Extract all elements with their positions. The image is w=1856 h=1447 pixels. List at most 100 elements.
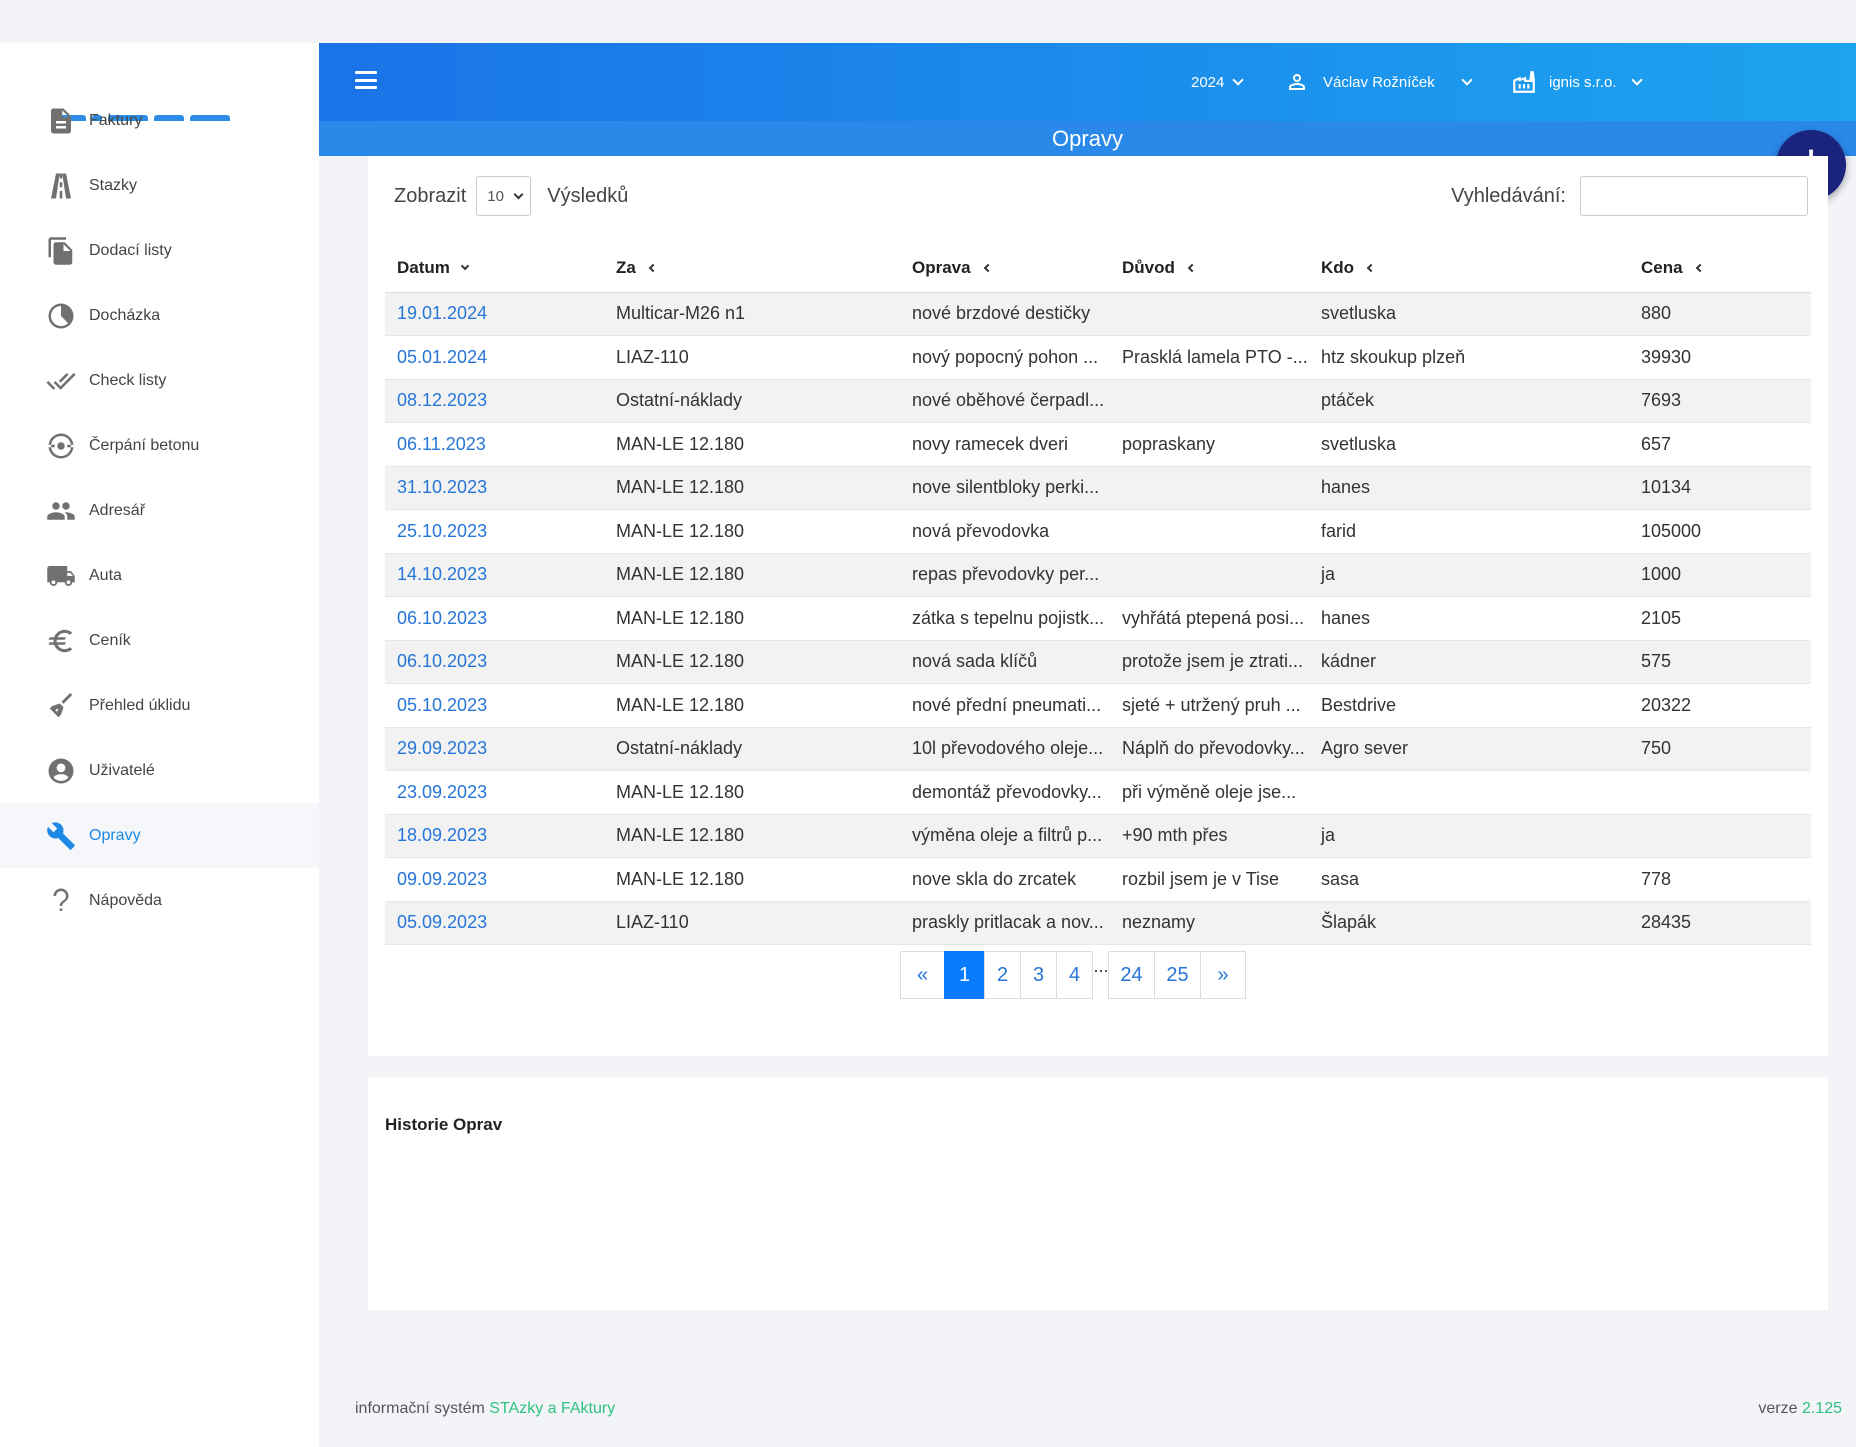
pagination-next-button[interactable]: » (1200, 951, 1246, 999)
repairs-table: Datum Za Oprava Důvod Kdo Cena 19.01.202… (385, 244, 1811, 945)
cell-duvod (1110, 509, 1309, 554)
pagination-page-button[interactable]: 4 (1056, 951, 1093, 999)
table-row[interactable]: 29.09.2023 Ostatní-náklady 10l převodového… (385, 727, 1811, 771)
sidebar-item-auta[interactable]: Auta (0, 543, 319, 608)
table-row[interactable]: 06.10.2023 MAN-LE 12.180 nová sada klíčů pr… (385, 640, 1811, 684)
page-size-select[interactable]: 10 (476, 176, 532, 216)
sidebar-item-label: Docházka (89, 306, 161, 324)
footer-app-name[interactable]: STAzky a FAktury (489, 1400, 616, 1417)
sidebar-item-napoveda[interactable]: Nápověda (0, 868, 319, 933)
cell-kdo: svetluska (1309, 422, 1629, 467)
cell-kdo: Bestdrive (1309, 683, 1629, 728)
column-header-datum[interactable]: Datum (385, 244, 604, 293)
table-row[interactable]: 05.01.2024 LIAZ-110 nový popocný pohon ...… (385, 335, 1811, 380)
sidebar-item-label: Přehled úklidu (89, 696, 191, 714)
column-header-duvod[interactable]: Důvod (1110, 244, 1309, 293)
menu-icon[interactable] (355, 71, 377, 89)
cell-cena: 657 (1629, 422, 1811, 467)
table-row[interactable]: 06.10.2023 MAN-LE 12.180 zátka s tepelnu p… (385, 596, 1811, 641)
cell-datum[interactable]: 08.12.2023 (385, 379, 604, 423)
table-row[interactable]: 19.01.2024 Multicar-M26 n1 nové brzdové de… (385, 292, 1811, 336)
column-header-cena[interactable]: Cena (1629, 244, 1811, 293)
pagination-page-button[interactable]: 1 (944, 951, 985, 999)
cell-datum[interactable]: 06.11.2023 (385, 422, 604, 467)
table-row[interactable]: 08.12.2023 Ostatní-náklady nové oběhové če… (385, 379, 1811, 423)
sidebar-item-adresar[interactable]: Adresář (0, 478, 319, 543)
table-row[interactable]: 05.09.2023 LIAZ-110 praskly pritlacak a no… (385, 901, 1811, 945)
cell-duvod: +90 mth přes (1110, 814, 1309, 858)
search-input[interactable] (1580, 176, 1808, 216)
sidebar-item-uzivatele[interactable]: Uživatelé (0, 738, 319, 803)
cell-duvod: Náplň do převodovky... (1110, 727, 1309, 771)
cell-datum[interactable]: 09.09.2023 (385, 857, 604, 902)
company-name: ignis s.r.o. (1549, 73, 1617, 91)
cell-kdo: sasa (1309, 857, 1629, 902)
user-menu[interactable]: Václav Rožníček (1285, 43, 1473, 121)
cell-datum[interactable]: 05.01.2024 (385, 335, 604, 380)
cell-duvod: neznamy (1110, 901, 1309, 945)
chevron-down-icon (1630, 73, 1643, 86)
sidebar-item-faktury[interactable]: Faktury (0, 88, 319, 153)
column-header-kdo[interactable]: Kdo (1309, 244, 1629, 293)
year-selector[interactable]: 2024 (1191, 43, 1245, 121)
table-row[interactable]: 05.10.2023 MAN-LE 12.180 nové přední pneum… (385, 683, 1811, 728)
footer-prefix: informační systém (355, 1400, 490, 1417)
page-size-value: 10 (487, 187, 504, 205)
cell-oprava: nová sada klíčů (900, 640, 1110, 684)
cell-duvod: popraskany (1110, 422, 1309, 467)
table-row[interactable]: 25.10.2023 MAN-LE 12.180 nová převodovka fa… (385, 509, 1811, 554)
sidebar-item-prehled-uklidu[interactable]: Přehled úklidu (0, 673, 319, 738)
cell-datum[interactable]: 19.01.2024 (385, 292, 604, 336)
cell-datum[interactable]: 18.09.2023 (385, 814, 604, 858)
cell-datum[interactable]: 29.09.2023 (385, 727, 604, 771)
pagination-page-button[interactable]: 2 (984, 951, 1021, 999)
cell-cena: 2105 (1629, 596, 1811, 641)
sort-icon (983, 264, 992, 273)
sidebar-item-dochazka[interactable]: Docházka (0, 283, 319, 348)
cell-datum[interactable]: 14.10.2023 (385, 553, 604, 597)
sidebar-item-dodaci-listy[interactable]: Dodací listy (0, 218, 319, 283)
pagination-page-button[interactable]: 3 (1020, 951, 1057, 999)
cell-za: MAN-LE 12.180 (604, 640, 900, 684)
cell-cena (1629, 770, 1811, 815)
column-header-za[interactable]: Za (604, 244, 900, 293)
pagination-page-button[interactable]: 24 (1108, 951, 1155, 999)
cell-kdo: ptáček (1309, 379, 1629, 423)
table-row[interactable]: 09.09.2023 MAN-LE 12.180 nove skla do zrca… (385, 857, 1811, 902)
pagination-prev-button[interactable]: « (900, 951, 945, 999)
cell-cena: 39930 (1629, 335, 1811, 380)
table-row[interactable]: 18.09.2023 MAN-LE 12.180 výměna oleje a fi… (385, 814, 1811, 858)
column-header-label: Kdo (1321, 257, 1355, 277)
table-row[interactable]: 06.11.2023 MAN-LE 12.180 novy ramecek dver… (385, 422, 1811, 467)
cell-datum[interactable]: 23.09.2023 (385, 770, 604, 815)
sidebar-item-check-listy[interactable]: Check listy (0, 348, 319, 413)
cell-datum[interactable]: 25.10.2023 (385, 509, 604, 554)
sidebar-item-label: Čerpání betonu (89, 436, 200, 454)
cell-datum[interactable]: 06.10.2023 (385, 640, 604, 684)
sidebar-item-stazky[interactable]: Stazky (0, 153, 319, 218)
sidebar-item-label: Stazky (89, 176, 138, 194)
sidebar-item-opravy[interactable]: Opravy (0, 803, 319, 868)
cell-oprava: zátka s tepelnu pojistk... (900, 596, 1110, 641)
cell-datum[interactable]: 06.10.2023 (385, 596, 604, 641)
table-row[interactable]: 14.10.2023 MAN-LE 12.180 repas převodovky … (385, 553, 1811, 597)
table-row[interactable]: 23.09.2023 MAN-LE 12.180 demontáž převodov… (385, 770, 1811, 815)
cell-datum[interactable]: 05.09.2023 (385, 901, 604, 945)
company-menu[interactable]: ignis s.r.o. (1511, 43, 1643, 121)
cell-za: Ostatní-náklady (604, 379, 900, 423)
cell-duvod (1110, 292, 1309, 336)
cell-datum[interactable]: 31.10.2023 (385, 466, 604, 510)
cell-datum[interactable]: 05.10.2023 (385, 683, 604, 728)
cell-cena: 750 (1629, 727, 1811, 771)
sidebar-item-cerpani-betonu[interactable]: Čerpání betonu (0, 413, 319, 478)
pagination-page-button[interactable]: 25 (1154, 951, 1201, 999)
table-row[interactable]: 31.10.2023 MAN-LE 12.180 nove silentbloky … (385, 466, 1811, 510)
truck-icon (44, 559, 77, 592)
logo-mark (60, 109, 230, 121)
sidebar-item-label: Adresář (89, 501, 146, 519)
column-header-oprava[interactable]: Oprava (900, 244, 1110, 293)
version-label: verze (1758, 1400, 1802, 1417)
search-control: Vyhledávání: (1451, 176, 1808, 216)
sidebar-item-cenik[interactable]: Ceník (0, 608, 319, 673)
logo[interactable] (60, 63, 255, 121)
